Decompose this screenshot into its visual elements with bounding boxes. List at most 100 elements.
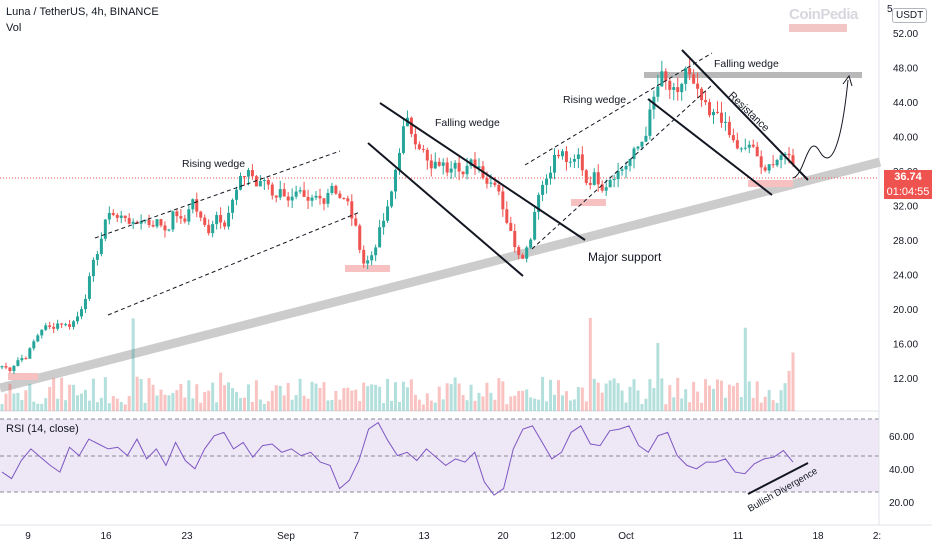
volume-bar bbox=[556, 380, 560, 411]
rising-wedge-1-lower bbox=[107, 211, 361, 316]
volume-bar bbox=[453, 377, 457, 411]
volume-bar bbox=[437, 386, 441, 411]
volume-bar bbox=[481, 396, 485, 411]
volume-bar bbox=[207, 390, 211, 411]
volume-bar bbox=[405, 387, 409, 411]
volume-bar bbox=[473, 400, 477, 411]
volume-bar bbox=[338, 399, 342, 411]
volume-bar bbox=[298, 378, 302, 411]
volume-bar bbox=[401, 381, 405, 411]
candle-body bbox=[242, 175, 246, 177]
price-tick-label: 40.00 bbox=[893, 132, 918, 143]
volume-bar bbox=[306, 398, 310, 411]
volume-bar bbox=[505, 404, 509, 411]
volume-bar bbox=[12, 393, 16, 411]
candle-body bbox=[656, 86, 660, 97]
volume-bar bbox=[151, 384, 155, 411]
candle-body bbox=[155, 219, 159, 227]
volume-bar bbox=[382, 402, 386, 411]
candle-body bbox=[60, 323, 64, 325]
candle-body bbox=[437, 161, 441, 166]
volume-bar bbox=[346, 387, 350, 411]
candle-body bbox=[52, 326, 56, 329]
candle-body bbox=[556, 154, 560, 157]
price-tick-label: 32.00 bbox=[893, 202, 918, 213]
candle-body bbox=[608, 179, 612, 188]
falling-wedge-2-lower bbox=[647, 98, 773, 196]
volume-bar bbox=[286, 383, 290, 411]
volume-bar bbox=[282, 395, 286, 411]
bullish-divergence-line bbox=[747, 462, 809, 495]
candle-body bbox=[56, 323, 60, 329]
volume-bar bbox=[521, 390, 525, 411]
candle-body bbox=[223, 222, 227, 227]
candle-body bbox=[76, 316, 80, 322]
candle-body bbox=[199, 211, 203, 218]
volume-bar bbox=[354, 389, 358, 411]
volume-bar bbox=[568, 400, 572, 411]
volume-bar bbox=[0, 403, 4, 411]
volume-bar bbox=[485, 382, 489, 411]
candle-body bbox=[302, 190, 306, 197]
candle-body bbox=[338, 193, 342, 198]
volume-bar bbox=[8, 383, 12, 411]
volume-bar bbox=[390, 400, 394, 411]
volume-bar bbox=[314, 383, 318, 411]
volume-bar bbox=[115, 398, 119, 411]
candle-body bbox=[401, 126, 405, 154]
volume-bar bbox=[310, 381, 314, 411]
volume-bar bbox=[755, 381, 759, 411]
candle-body bbox=[354, 218, 358, 226]
countdown-tag: 01:04:55 bbox=[884, 185, 932, 199]
volume-bar bbox=[155, 395, 159, 411]
candle-body bbox=[409, 117, 413, 134]
volume-bar bbox=[40, 403, 44, 411]
volume-bar bbox=[139, 379, 143, 411]
volume-bar bbox=[668, 385, 672, 411]
candle-body bbox=[413, 133, 417, 145]
volume-bar bbox=[712, 388, 716, 411]
candle-body bbox=[314, 195, 318, 198]
candle-body bbox=[107, 212, 111, 220]
last-price-tag: 36.74 bbox=[884, 170, 932, 185]
candle-body bbox=[445, 162, 449, 173]
candle-body bbox=[747, 144, 751, 148]
volume-bar bbox=[787, 370, 791, 411]
volume-bar bbox=[187, 380, 191, 411]
volume-bar bbox=[223, 385, 227, 411]
volume-bar bbox=[564, 391, 568, 411]
volume-bar bbox=[449, 384, 453, 411]
candle-body bbox=[700, 88, 704, 101]
candle-body bbox=[497, 184, 501, 192]
volume-bar bbox=[274, 385, 278, 411]
candle-body bbox=[723, 121, 727, 123]
candle-body bbox=[731, 135, 735, 141]
volume-bar bbox=[429, 400, 433, 411]
candle-body bbox=[370, 255, 374, 261]
currency-badge[interactable]: USDT bbox=[892, 8, 928, 23]
volume-bar bbox=[219, 372, 223, 411]
projection-arrow-head bbox=[842, 74, 853, 87]
rising-wedge-1-label: Rising wedge bbox=[182, 158, 245, 170]
candle-body bbox=[453, 162, 457, 169]
candle-body bbox=[250, 170, 254, 177]
volume-bar bbox=[159, 389, 163, 411]
candle-body bbox=[429, 160, 433, 169]
volume-bar bbox=[386, 378, 390, 411]
candle-body bbox=[262, 180, 266, 182]
time-tick-label: 12:00 bbox=[550, 531, 575, 542]
candle-body bbox=[270, 184, 274, 196]
candle-body bbox=[783, 153, 787, 156]
rising-wedge-2-label: Rising wedge bbox=[563, 94, 626, 106]
candle-body bbox=[4, 366, 8, 368]
candle-body bbox=[743, 147, 747, 149]
candle-body bbox=[246, 170, 250, 177]
candle-body bbox=[727, 121, 731, 136]
volume-bar bbox=[425, 393, 429, 411]
volume-bar bbox=[715, 379, 719, 411]
volume-bar bbox=[227, 382, 231, 411]
candle-body bbox=[763, 167, 767, 171]
candle-body bbox=[366, 260, 370, 264]
volume-bar bbox=[143, 402, 147, 411]
